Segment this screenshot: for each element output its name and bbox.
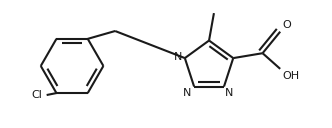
Text: O: O: [282, 20, 291, 30]
Text: N: N: [174, 52, 182, 62]
Text: N: N: [225, 88, 233, 98]
Text: OH: OH: [282, 71, 299, 81]
Text: N: N: [183, 88, 191, 98]
Text: Cl: Cl: [32, 90, 43, 100]
